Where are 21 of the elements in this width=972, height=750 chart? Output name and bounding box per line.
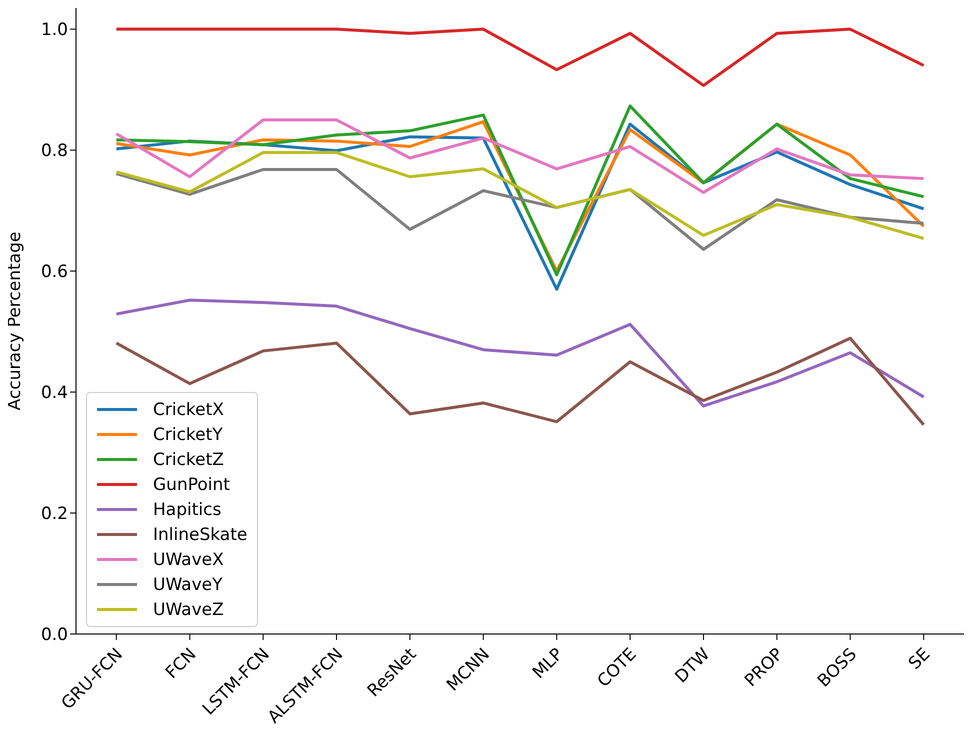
legend-label: Hapitics — [153, 500, 222, 520]
line-series — [114, 118, 926, 194]
legend-label: InlineSkate — [153, 524, 248, 544]
legend-label: CricketX — [153, 400, 224, 420]
y-tick-label: 0.8 — [40, 141, 68, 162]
legend-label: CricketY — [153, 424, 223, 444]
line-series — [114, 151, 926, 240]
line-series — [114, 28, 926, 87]
y-axis-title: Accuracy Percentage — [5, 232, 26, 410]
legend-label: CricketZ — [153, 450, 224, 470]
legend-label: UWaveZ — [153, 600, 224, 620]
x-tick-label: SE — [904, 644, 934, 674]
line-series — [114, 336, 926, 426]
legend-label: GunPoint — [153, 474, 230, 494]
y-tick-label: 0.2 — [40, 504, 68, 524]
legend-label: UWaveY — [153, 574, 222, 594]
y-tick-label: 0.4 — [40, 383, 68, 404]
y-tick-label: 0.0 — [40, 625, 68, 646]
legend-label: UWaveX — [153, 550, 224, 570]
y-tick-label: 1.0 — [40, 20, 68, 40]
y-tick-label: 0.6 — [40, 262, 68, 282]
